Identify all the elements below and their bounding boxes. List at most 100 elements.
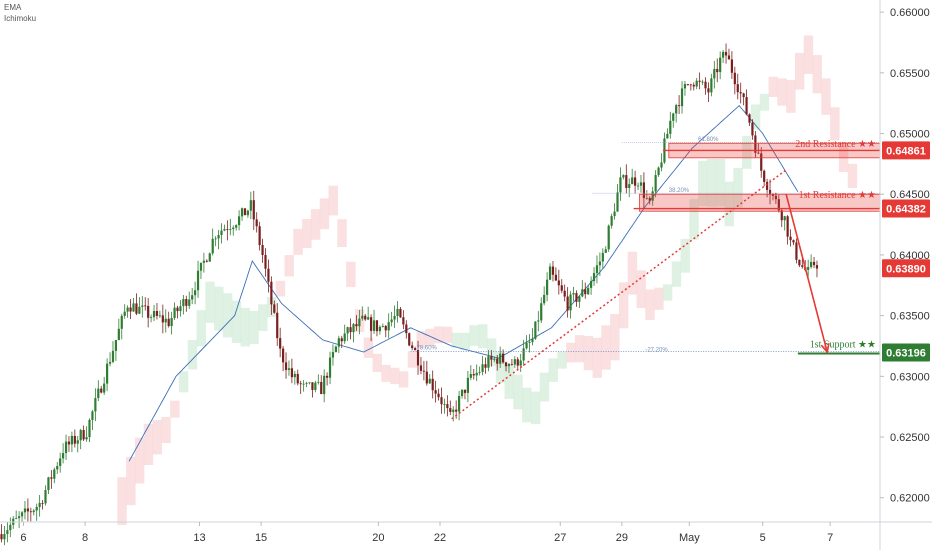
candle-body	[707, 88, 710, 93]
candle-body	[352, 324, 355, 333]
cloud-segment	[187, 340, 198, 370]
y-tick-label: 0.62000	[890, 493, 930, 505]
candle-body	[642, 182, 645, 199]
candle-body	[777, 199, 780, 211]
candle-body	[308, 382, 311, 384]
candle-body	[150, 317, 153, 318]
cloud-segment	[249, 310, 259, 344]
candle-body	[616, 192, 619, 212]
candle-body	[519, 360, 522, 366]
candle-body	[76, 440, 79, 444]
candle-body	[408, 333, 411, 346]
candle-body	[314, 382, 317, 390]
ema-line	[128, 104, 799, 462]
candle-body	[337, 338, 340, 347]
candle-body	[26, 508, 29, 512]
candle-body	[563, 290, 566, 297]
candle-body	[284, 362, 288, 370]
indicator-label-ema[interactable]: EMA	[4, 3, 22, 12]
cloud-segment	[513, 374, 523, 410]
candle-body	[293, 373, 296, 378]
candle-body	[381, 326, 384, 327]
cloud-segment	[134, 437, 145, 484]
candle-body	[792, 240, 795, 243]
candle-body	[569, 294, 572, 311]
candle-body	[801, 265, 804, 267]
candle-body	[196, 270, 200, 291]
price-tag-1st-support-label: 0.63196	[886, 348, 926, 360]
candle-body	[317, 381, 320, 383]
candle-body	[349, 327, 352, 333]
candle-body	[161, 315, 164, 323]
candle-body	[745, 97, 748, 115]
cloud-segment	[293, 228, 303, 255]
candle-body	[783, 216, 786, 221]
candle-body	[18, 516, 21, 519]
cloud-segment	[205, 281, 215, 323]
cloud-segment	[768, 76, 778, 98]
candle-body	[155, 311, 159, 316]
candle-body	[534, 321, 537, 339]
candle-body	[669, 120, 672, 134]
candle-body	[182, 298, 185, 307]
candle-body	[387, 322, 390, 331]
candle-body	[411, 345, 414, 349]
y-tick-label: 0.66000	[890, 7, 930, 19]
candle-body	[372, 320, 376, 331]
candle-body	[358, 318, 361, 327]
cloud-segment	[231, 300, 242, 343]
candle-body	[323, 375, 326, 395]
ema-path	[128, 104, 799, 462]
candle-body	[126, 307, 129, 312]
indicator-label-ichimoku[interactable]: Ichimoku	[4, 14, 37, 23]
candle-body	[296, 373, 299, 384]
forecast-arrowhead	[820, 343, 830, 354]
cloud-segment	[794, 52, 805, 90]
candle-body	[261, 245, 264, 256]
candle-body	[326, 375, 329, 378]
x-tick-label: 5	[760, 532, 766, 544]
x-tick-label: 8	[82, 532, 88, 544]
x-tick-label: 22	[434, 532, 446, 544]
candle-body	[575, 293, 578, 302]
candle-body	[754, 135, 757, 153]
candle-body	[510, 363, 513, 365]
cloud-segment	[777, 78, 787, 106]
candle-body	[560, 285, 563, 291]
cloud-segment	[557, 351, 567, 369]
candle-body	[132, 303, 135, 312]
candle-body	[402, 317, 405, 325]
candle-body	[290, 368, 293, 378]
candle-body	[390, 319, 393, 323]
candle-body	[463, 389, 467, 393]
ichimoku-cloud	[117, 35, 858, 526]
cloud-segment	[416, 331, 426, 349]
y-tick-label: 0.62500	[890, 432, 930, 444]
candle-body	[719, 57, 722, 73]
candle-body	[123, 311, 126, 316]
candle-body	[675, 105, 678, 114]
cloud-segment	[337, 219, 347, 248]
candle-body	[191, 295, 194, 300]
cloud-segment	[442, 326, 453, 343]
candle-body	[23, 508, 27, 513]
candle-body	[3, 534, 6, 540]
candle-body	[226, 229, 229, 230]
trendline	[451, 169, 787, 420]
candle-body	[173, 307, 176, 318]
candle-body	[771, 194, 775, 196]
x-tick-label: May	[679, 532, 700, 544]
candle-body	[636, 185, 640, 187]
candle-body	[334, 346, 337, 353]
candle-body	[20, 512, 24, 517]
candle-body	[375, 320, 379, 332]
candle-body	[185, 298, 188, 306]
cloud-segment	[310, 209, 321, 240]
cloud-segment	[478, 324, 488, 349]
fib-label: -27.20%	[645, 348, 668, 354]
candle-body	[367, 317, 370, 320]
candle-body	[364, 315, 367, 320]
candle-body	[425, 371, 428, 384]
candle-body	[537, 320, 540, 322]
